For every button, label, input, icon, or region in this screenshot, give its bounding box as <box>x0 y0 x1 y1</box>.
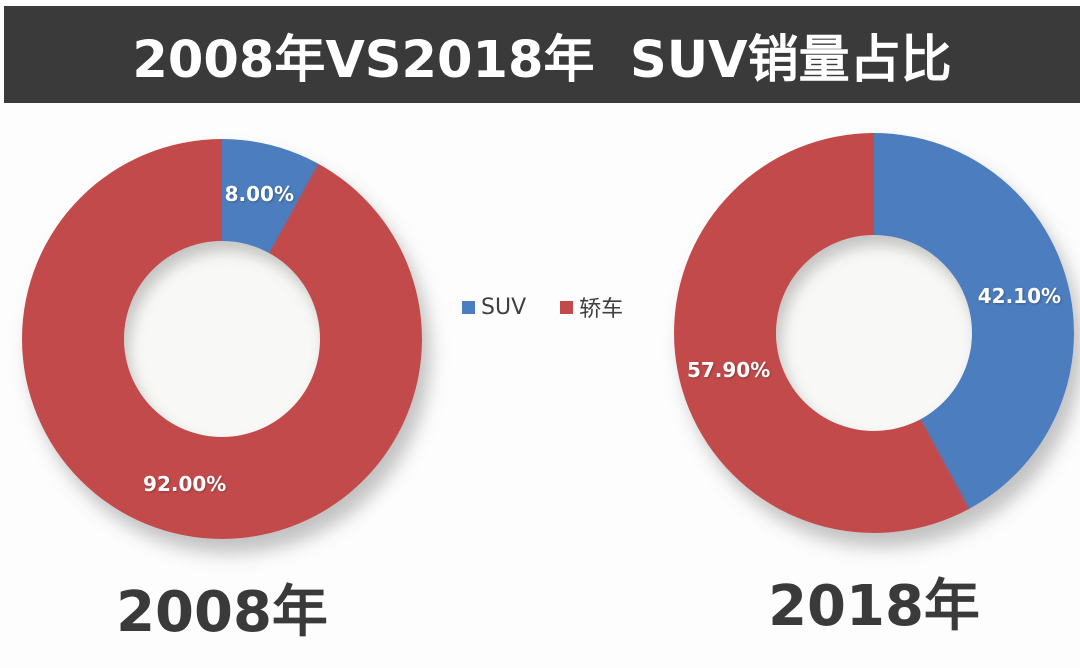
donut-chart-2008: 8.00% 92.00% 2008年 <box>22 139 422 645</box>
donut-chart-2018: 42.10% 57.90% 2018年 <box>674 133 1074 639</box>
legend-swatch-suv-icon <box>462 300 475 314</box>
donut-hole <box>124 241 320 437</box>
legend-item-suv: SUV <box>462 295 526 320</box>
donut-hole <box>776 235 972 431</box>
chart-legend: SUV 轿车 <box>462 291 623 323</box>
chart-caption-2008: 2008年 <box>116 580 328 645</box>
page-title: 2008年VS2018年 SUV销量占比 <box>132 30 952 90</box>
chart-caption-2018: 2018年 <box>768 574 980 639</box>
slice-label-sedan-2008: 92.00% <box>143 472 227 497</box>
legend-label-suv: SUV <box>481 294 527 320</box>
slice-label-suv-2018: 42.10% <box>977 284 1062 309</box>
slice-label-sedan-2018: 57.90% <box>686 357 771 382</box>
legend-swatch-sedan-icon <box>560 300 574 314</box>
title-banner: 2008年VS2018年 SUV销量占比 <box>4 6 1080 103</box>
legend-label-sedan: 轿车 <box>579 297 624 322</box>
legend-item-sedan: 轿车 <box>560 291 623 323</box>
slice-label-suv-2008: 8.00% <box>224 181 294 206</box>
